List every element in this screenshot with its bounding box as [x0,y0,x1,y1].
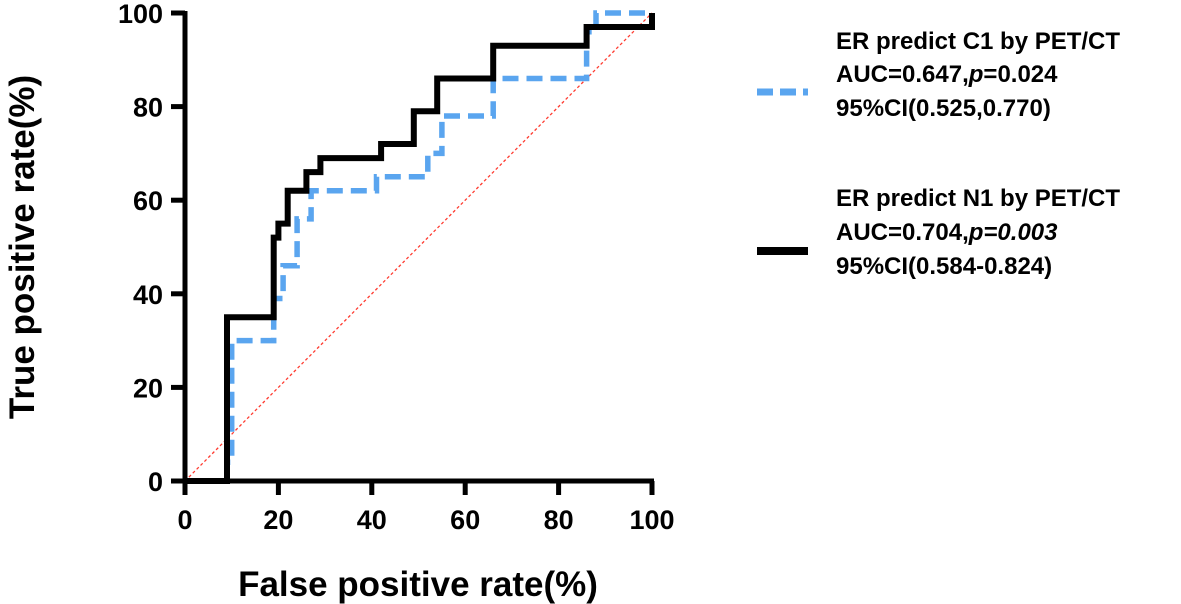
legend-text-line: ER predict N1 by PET/CT [836,185,1120,212]
legend-text-segment: ER predict C1 by PET/CT [836,28,1120,55]
reference-diagonal-line [184,12,653,482]
y-tick-label: 60 [133,186,163,216]
legend-text-line: ER predict C1 by PET/CT [836,28,1120,55]
y-axis-title: True positive rate(%) [3,75,42,419]
legend-text-segment: 95%CI(0.525,0.770) [836,95,1051,122]
legend-text-line: AUC=0.647,p=0.024 [836,61,1058,88]
legend-text-line: 95%CI(0.525,0.770) [836,95,1051,122]
legend-text-segment: =0.024 [983,61,1058,88]
legend-text-line: AUC=0.704,p=0.003 [836,219,1058,246]
legend-text-segment: AUC=0.704, [836,219,969,246]
legend-text-segment: AUC=0.647, [836,61,969,88]
x-tick-label: 40 [357,505,387,535]
x-tick-label: 0 [177,505,192,535]
series-line-1 [185,10,652,484]
x-tick-label: 100 [629,505,674,535]
legend: ER predict C1 by PET/CT AUC=0.647,p=0.024… [757,28,1120,280]
y-tick-label: 80 [133,93,163,123]
y-tick-label: 40 [133,280,163,310]
x-tick-label: 20 [263,505,293,535]
legend-text-line: 95%CI(0.584-0.824) [836,253,1052,280]
x-tick-label: 80 [544,505,574,535]
y-tick-label: 0 [148,467,163,497]
legend-text-segment: 95%CI(0.584-0.824) [836,253,1052,280]
y-tick-label: 100 [118,0,163,29]
plot-area: 0 20 40 60 80 100 0 20 40 60 80 100 [118,0,675,535]
legend-text-segment: ER predict N1 by PET/CT [836,185,1120,212]
x-axis-title: False positive rate(%) [238,565,598,604]
series-line-2 [185,13,655,484]
legend-text-segment: p [968,61,984,88]
legend-text-segment: p=0.003 [968,219,1058,246]
y-tick-label: 20 [133,373,163,403]
x-tick-label: 60 [450,505,480,535]
